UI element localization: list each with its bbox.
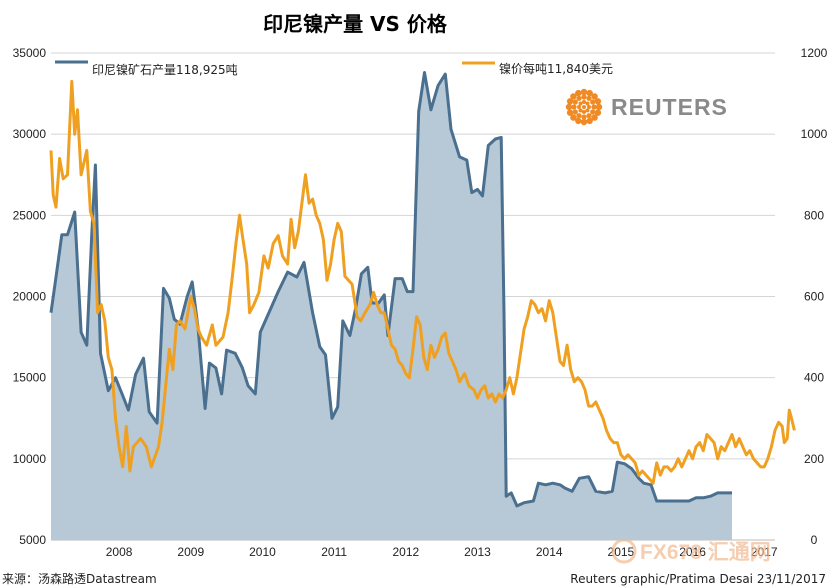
logo-dot (576, 113, 582, 119)
credit-note: Reuters graphic/Pratima Desai 23/11/2017 (570, 572, 826, 586)
logo-dot (570, 114, 577, 121)
reuters-logo: REUTERS (565, 88, 728, 126)
left-axis-ticks: 5000 10000 15000 20000 25000 30000 35000 (13, 46, 47, 547)
x-tick-label: 2011 (321, 545, 347, 559)
left-tick-label: 20000 (13, 290, 47, 304)
logo-dot (580, 118, 588, 126)
logo-dot (595, 103, 603, 111)
left-tick-label: 5000 (19, 533, 46, 547)
logo-dot (571, 104, 577, 110)
logo-dot (585, 108, 590, 113)
logo-dot (586, 117, 593, 125)
right-tick-label: 1200 (801, 46, 828, 60)
logo-dot (565, 103, 573, 111)
logo-dot (586, 95, 592, 101)
logo-dot (591, 114, 598, 121)
x-axis-ticks: 2008 2009 2010 2011 2012 2013 2014 2015 2016 2017 (106, 545, 778, 559)
x-tick-label: 2010 (249, 545, 276, 559)
logo-dot (578, 101, 583, 106)
logo-dot (582, 110, 586, 114)
right-tick-label: 400 (804, 371, 824, 385)
chart-title: 印尼镍产量 VS 价格 (263, 12, 448, 36)
legend-label-price: 镍价每吨11,840美元 (499, 61, 613, 76)
logo-dot (575, 89, 582, 97)
logo-dot (580, 88, 588, 96)
legend-label-production: 印尼镍矿石产量118,925吨 (92, 63, 238, 77)
logo-dot (572, 109, 578, 115)
logo-dot (585, 101, 590, 106)
logo-dot (590, 109, 596, 115)
series-area-layer (49, 71, 732, 540)
logo-dot (581, 94, 587, 100)
logo-dot (576, 95, 582, 101)
logo-dot (591, 93, 598, 100)
production-area-fill (51, 72, 732, 540)
right-tick-label: 200 (804, 452, 824, 466)
logo-dot (594, 98, 602, 105)
logo-dot (566, 109, 574, 116)
logo-dot (581, 114, 587, 120)
reuters-logo-dots-icon (565, 88, 603, 126)
logo-dot (575, 117, 582, 125)
logo-dot (586, 89, 593, 97)
left-tick-label: 25000 (13, 208, 47, 222)
price-series-line (49, 79, 796, 485)
logo-dot (577, 105, 581, 109)
x-tick-label: 2008 (106, 545, 133, 559)
left-tick-label: 30000 (13, 127, 47, 141)
x-tick-label: 2017 (751, 545, 778, 559)
x-tick-label: 2014 (536, 545, 563, 559)
right-tick-label: 0 (811, 533, 818, 547)
right-axis-ticks: 0 200 400 600 800 1000 1200 (801, 46, 828, 547)
watermark-logo-icon (611, 538, 637, 564)
watermark: FX678 汇通网 (611, 538, 771, 564)
right-tick-label: 1000 (801, 127, 828, 141)
left-tick-label: 35000 (13, 46, 47, 60)
x-tick-label: 2013 (464, 545, 491, 559)
right-tick-label: 800 (804, 208, 824, 222)
series-line-layer (49, 79, 796, 485)
x-tick-label: 2012 (392, 545, 419, 559)
logo-dot (591, 104, 597, 110)
logo-dot (582, 105, 586, 109)
right-tick-label: 600 (804, 290, 824, 304)
watermark-text: FX678 汇通网 (640, 541, 771, 564)
logo-dot (572, 99, 578, 105)
logo-dot (586, 113, 592, 119)
logo-dot (582, 100, 586, 104)
logo-dot (578, 108, 583, 113)
production-series-line (49, 71, 732, 508)
logo-dot (587, 105, 591, 109)
logo-dot (566, 98, 574, 105)
left-tick-label: 15000 (13, 371, 47, 385)
logo-dot (590, 99, 596, 105)
x-tick-label: 2016 (679, 545, 706, 559)
left-tick-label: 10000 (13, 452, 47, 466)
reuters-logo-text: REUTERS (611, 94, 728, 120)
x-tick-label: 2009 (177, 545, 204, 559)
source-note: 来源：汤森路透Datastream (2, 571, 157, 586)
legend: 印尼镍矿石产量118,925吨 镍价每吨11,840美元 (55, 60, 613, 77)
logo-dot (570, 93, 577, 100)
logo-dot (594, 109, 602, 116)
